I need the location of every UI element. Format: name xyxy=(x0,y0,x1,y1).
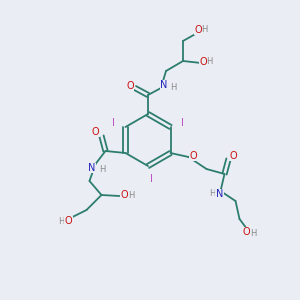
Text: H: H xyxy=(201,26,207,34)
Text: O: O xyxy=(126,81,134,91)
Text: H: H xyxy=(128,190,135,200)
Text: O: O xyxy=(65,216,72,226)
Text: O: O xyxy=(92,127,99,137)
Text: I: I xyxy=(150,174,152,184)
Text: H: H xyxy=(209,190,216,199)
Text: O: O xyxy=(190,151,197,161)
Text: I: I xyxy=(181,118,184,128)
Text: N: N xyxy=(88,163,95,173)
Text: N: N xyxy=(216,189,223,199)
Text: H: H xyxy=(58,217,65,226)
Text: O: O xyxy=(199,57,207,67)
Text: H: H xyxy=(250,229,257,238)
Text: O: O xyxy=(243,227,250,237)
Text: O: O xyxy=(230,151,237,161)
Text: I: I xyxy=(112,118,115,128)
Text: H: H xyxy=(170,82,176,91)
Text: O: O xyxy=(121,190,128,200)
Text: H: H xyxy=(99,164,106,173)
Text: O: O xyxy=(194,25,202,35)
Text: N: N xyxy=(160,80,168,90)
Text: H: H xyxy=(206,58,212,67)
